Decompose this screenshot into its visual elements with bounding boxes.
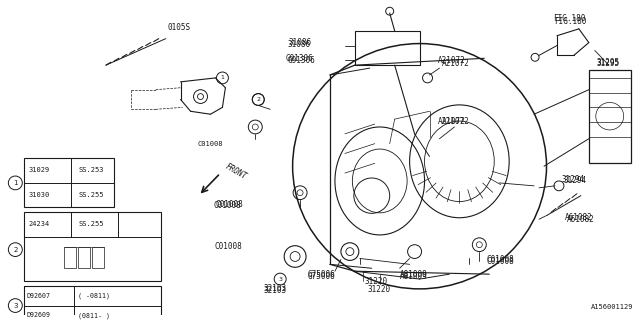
Text: A61082: A61082 — [565, 213, 593, 222]
Text: A21072: A21072 — [438, 116, 465, 125]
Text: C01008: C01008 — [216, 200, 243, 209]
Text: A81009: A81009 — [399, 270, 428, 279]
Text: SS.255: SS.255 — [78, 221, 104, 227]
Text: G75006: G75006 — [308, 272, 336, 281]
Text: D92607: D92607 — [26, 293, 51, 299]
Bar — [24, 286, 161, 320]
Bar — [92, 247, 104, 268]
Text: 31086: 31086 — [288, 38, 311, 47]
Text: 0105S: 0105S — [168, 23, 191, 32]
Bar — [589, 70, 630, 163]
Text: C01008: C01008 — [214, 242, 242, 251]
Text: 31030: 31030 — [28, 192, 49, 198]
Bar — [64, 247, 76, 268]
Text: 2: 2 — [256, 97, 260, 102]
Text: 3: 3 — [13, 302, 17, 308]
Text: (0811- ): (0811- ) — [78, 312, 110, 319]
Bar — [78, 247, 90, 268]
Text: 1: 1 — [221, 76, 225, 80]
Text: A21072: A21072 — [442, 116, 469, 125]
Text: 31220: 31220 — [368, 285, 391, 294]
Text: 31220: 31220 — [365, 276, 388, 285]
Text: A21072: A21072 — [438, 56, 465, 65]
Text: 31029: 31029 — [28, 167, 49, 173]
Bar — [24, 158, 114, 207]
Text: C01008: C01008 — [486, 257, 514, 266]
Text: 31295: 31295 — [596, 59, 620, 68]
Text: 31294: 31294 — [562, 175, 585, 184]
Text: 31086: 31086 — [287, 40, 310, 49]
Text: SS.255: SS.255 — [78, 192, 104, 198]
Bar — [24, 212, 161, 281]
Text: A61082: A61082 — [567, 215, 595, 224]
Text: ( -0811): ( -0811) — [78, 292, 110, 299]
Text: C01008: C01008 — [198, 141, 223, 147]
Text: 32103: 32103 — [263, 286, 286, 295]
Text: C01008: C01008 — [214, 201, 241, 210]
Text: 2: 2 — [13, 247, 17, 252]
Text: FIG.180: FIG.180 — [553, 13, 586, 23]
Text: 24234: 24234 — [28, 221, 49, 227]
Text: 31295: 31295 — [596, 58, 620, 67]
Text: A81009: A81009 — [399, 272, 428, 281]
Bar — [355, 31, 420, 65]
Text: 32103: 32103 — [263, 284, 286, 293]
Text: FIG.180: FIG.180 — [554, 17, 586, 26]
Text: SS.253: SS.253 — [78, 167, 104, 173]
Text: C01008: C01008 — [486, 255, 514, 264]
Text: 3: 3 — [278, 276, 282, 282]
Text: A21072: A21072 — [442, 59, 469, 68]
Text: G91306: G91306 — [287, 56, 315, 65]
Text: G75006: G75006 — [308, 270, 336, 279]
Text: 1: 1 — [13, 180, 17, 186]
Text: FRONT: FRONT — [223, 162, 248, 182]
Text: A156001129: A156001129 — [591, 304, 634, 310]
Text: D92609: D92609 — [26, 312, 51, 318]
Text: 31294: 31294 — [564, 176, 587, 186]
Text: G91306: G91306 — [285, 54, 313, 63]
